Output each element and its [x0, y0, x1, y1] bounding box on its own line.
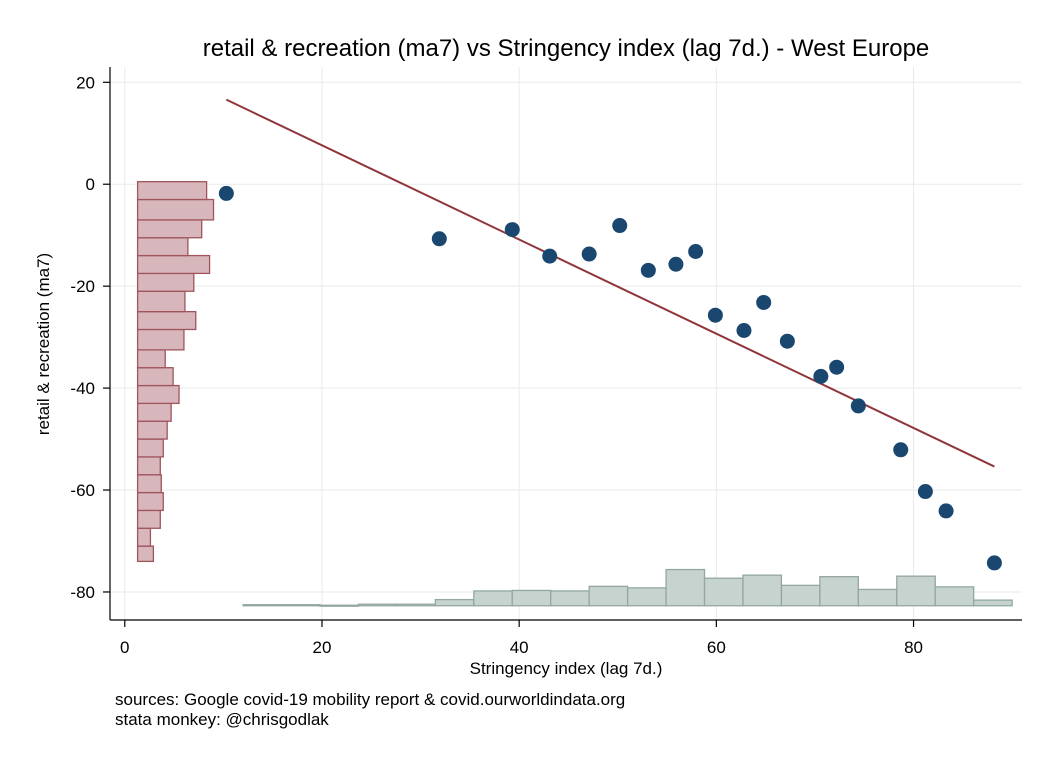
x-histogram-bar [780, 584, 821, 607]
data-point [668, 256, 684, 272]
data-point [986, 555, 1002, 571]
y-histogram-bar [136, 456, 161, 476]
x-tick-label: 20 [313, 638, 332, 657]
data-point [504, 222, 520, 238]
data-point [431, 231, 447, 247]
data-point [736, 323, 752, 339]
y-histogram-bar [136, 491, 164, 512]
x-histogram-bar [473, 590, 513, 607]
chart-title: retail & recreation (ma7) vs Stringency … [203, 35, 930, 62]
source-note: sources: Google covid-19 mobility report… [115, 690, 626, 709]
x-tick-label: 40 [510, 638, 529, 657]
x-histogram-bar [396, 603, 437, 607]
data-point [707, 307, 723, 323]
x-histogram-bar [934, 586, 975, 607]
data-point [829, 359, 845, 375]
x-axis-label: Stringency index (lag 7d.) [470, 659, 663, 678]
x-histogram-bar [319, 604, 360, 607]
x-histogram-bar [973, 599, 1013, 607]
data-point [218, 185, 234, 201]
x-histogram-bar [434, 598, 475, 607]
x-histogram-bar [242, 604, 321, 607]
data-point [640, 262, 656, 278]
x-histogram-bar [665, 568, 706, 607]
y-histogram-bar [136, 310, 197, 331]
x-histogram-bar [357, 603, 398, 607]
fit-line [225, 98, 995, 468]
y-histogram-bar [136, 198, 215, 221]
data-point [756, 294, 772, 310]
data-point [581, 246, 597, 262]
y-histogram-bar [136, 349, 166, 369]
x-histogram-bar [626, 587, 667, 607]
y-histogram-bar [136, 474, 162, 494]
plot-area: 0 20 40 60 80 20 0 -20 -40 -60 -80 [70, 67, 1022, 657]
y-tick-label: -80 [70, 583, 95, 602]
x-histogram-bar [857, 588, 898, 607]
y-histogram-bar [136, 420, 168, 440]
y-tick-label: 0 [86, 175, 95, 194]
y-histogram-bar [136, 328, 185, 351]
y-histogram-bar [136, 438, 164, 458]
y-histogram-bar [136, 509, 161, 529]
x-histogram-bar [742, 574, 783, 607]
y-histogram-bar [136, 219, 203, 239]
author-note: stata monkey: @chrisgodlak [115, 710, 329, 729]
y-histogram-bar [136, 290, 186, 313]
data-point [813, 368, 829, 384]
y-histogram-bar [136, 254, 211, 275]
y-histogram-bar [136, 402, 172, 422]
y-axis-label: retail & recreation (ma7) [34, 253, 53, 435]
data-point [938, 503, 954, 519]
x-tick-label: 80 [904, 638, 923, 657]
x-histogram-bar [819, 576, 859, 607]
y-histogram-bar [136, 527, 152, 547]
data-point [850, 398, 866, 414]
y-histogram-bar [136, 181, 208, 201]
x-histogram-bar [511, 589, 552, 607]
x-tick-label: 60 [707, 638, 726, 657]
y-histogram-bar [136, 237, 189, 257]
data-point [542, 248, 558, 264]
data-point [917, 484, 933, 500]
y-tick-label: -20 [70, 277, 95, 296]
data-point [688, 244, 704, 260]
y-tick-label: -40 [70, 379, 95, 398]
y-histogram-bar [136, 384, 180, 405]
y-tick-label: 20 [76, 73, 95, 92]
x-tick-label: 0 [120, 638, 129, 657]
y-histogram-bar [136, 545, 155, 563]
data-point [893, 442, 909, 458]
data-point [612, 218, 628, 234]
x-histogram-bar [550, 590, 590, 607]
x-histogram-bar [588, 585, 629, 607]
y-histogram-bar [136, 367, 174, 387]
y-histogram-bar [136, 272, 195, 292]
x-histogram-bar [703, 577, 744, 607]
y-tick-label: -60 [70, 481, 95, 500]
x-histogram-bar [896, 575, 936, 607]
data-point [779, 333, 795, 349]
